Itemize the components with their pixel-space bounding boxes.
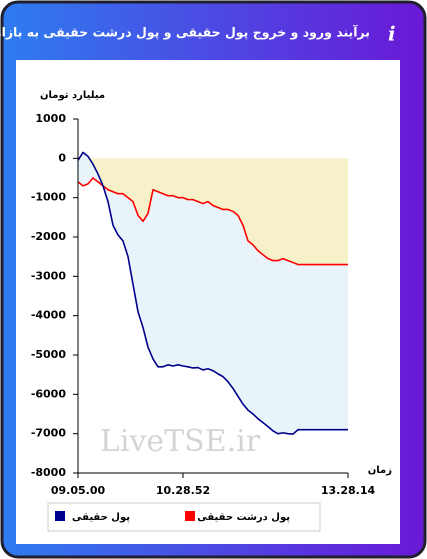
series-line — [77, 151, 348, 435]
x-tick-label: 10.28.52 — [156, 484, 210, 497]
area-fill — [78, 152, 348, 435]
legend-label: پول حقیقی — [72, 512, 130, 523]
y-tick-label: 0 — [58, 151, 66, 164]
y-tick-label: -3000 — [31, 269, 67, 282]
x-tick-label: 13.28.14 — [321, 484, 376, 497]
y-tick-label: 1000 — [35, 112, 66, 125]
legend-swatch — [185, 511, 195, 521]
chart-title: برآیند ورود و خروج پول حقیقی و پول درشت … — [0, 25, 370, 40]
y-axis-label: میلیارد تومان — [40, 90, 105, 101]
area-fill — [78, 158, 348, 265]
watermark: LiveTSE.ir — [100, 424, 261, 459]
legend-label: پول درشت حقیقی — [197, 512, 290, 523]
y-tick-label: -6000 — [31, 387, 67, 400]
y-tick-label: -1000 — [31, 191, 67, 204]
x-axis-label: زمان — [368, 465, 392, 476]
x-tick-label: 09.05.00 — [51, 484, 106, 497]
series-line — [77, 177, 348, 266]
legend-box — [47, 502, 321, 532]
legend-swatch — [55, 511, 65, 521]
y-tick-label: -2000 — [31, 230, 67, 243]
y-tick-label: -7000 — [31, 427, 67, 440]
info-icon[interactable]: i — [388, 22, 396, 46]
y-tick-label: -4000 — [31, 309, 67, 322]
y-tick-label: -5000 — [31, 348, 67, 361]
y-tick-label: -8000 — [31, 466, 67, 479]
